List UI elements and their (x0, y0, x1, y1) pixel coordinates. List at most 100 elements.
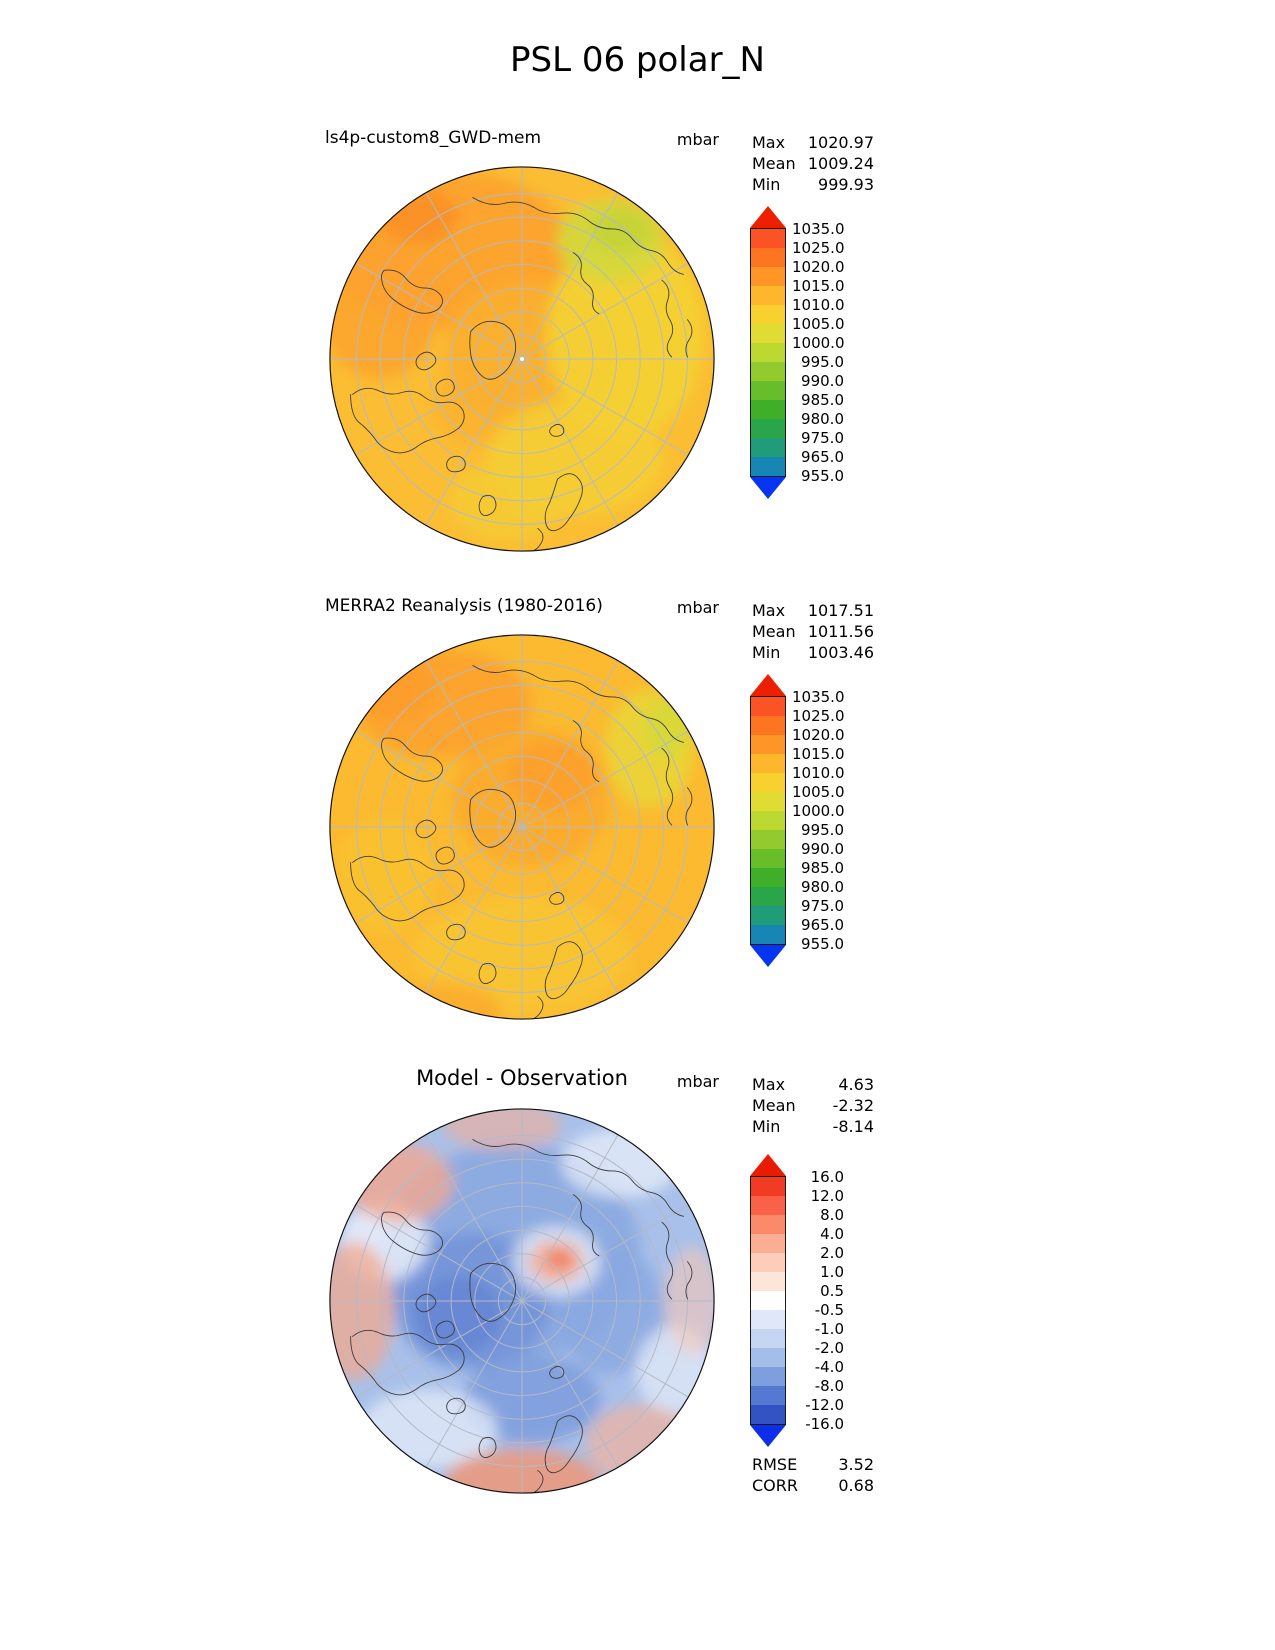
colorbar-tick-label: 985.0 (801, 859, 844, 877)
stat-row: RMSE 3.52 (752, 1454, 874, 1475)
stat-value: 3.52 (838, 1455, 874, 1474)
colorbar-tick-label: 1025.0 (792, 239, 845, 257)
colorbar-tick-label: -4.0 (814, 1358, 844, 1376)
colorbar-tick-label: 1035.0 (792, 688, 845, 706)
colorbar-segment (751, 438, 785, 457)
map-title: Model - Observation (416, 1066, 628, 1090)
colorbar-tick-label: 995.0 (801, 353, 844, 371)
colorbar-tick-label: 16.0 (810, 1168, 844, 1186)
stat-label: CORR (752, 1476, 798, 1495)
colorbar-tick-label: 955.0 (801, 467, 844, 485)
figure-title: PSL 06 polar_N (510, 40, 765, 80)
stat-label: Max (752, 601, 786, 620)
colorbar-tick-label: 985.0 (801, 391, 844, 409)
colorbar-tick-label: 1005.0 (792, 783, 845, 801)
colorbar-segment (751, 305, 785, 324)
stat-value: 1009.24 (807, 154, 874, 173)
colorbar-segment (751, 248, 785, 267)
stat-row: Max 4.63 (752, 1074, 874, 1095)
stats-block: Max 1017.51 Mean 1011.56 Min 1003.46 (752, 600, 874, 663)
colorbar-segment (751, 1234, 785, 1253)
stat-row: Max 1020.97 (752, 132, 874, 153)
colorbar-segment (751, 1367, 785, 1386)
colorbar-tick-label: 1000.0 (792, 802, 845, 820)
colorbar-tick-label: -16.0 (805, 1415, 844, 1433)
colorbar-bar (750, 206, 786, 499)
colorbar-segment (751, 457, 785, 476)
colorbar-segment (751, 754, 785, 773)
stat-row: Mean -2.32 (752, 1095, 874, 1116)
colorbar-tick-label: 1.0 (820, 1263, 844, 1281)
colorbar-segment (751, 1348, 785, 1367)
colorbar-segment (751, 1253, 785, 1272)
colorbar-segment (751, 906, 785, 925)
colorbar-segment (751, 1215, 785, 1234)
colorbar-segment (751, 1386, 785, 1405)
colorbar-tick-label: 1020.0 (792, 258, 845, 276)
units-label: mbar (676, 1072, 719, 1091)
stat-value: 999.93 (818, 175, 874, 194)
stat-row: Min 1003.46 (752, 642, 874, 663)
stat-value: 1017.51 (807, 601, 874, 620)
colorbar-extend-top-icon (750, 1154, 786, 1176)
colorbar-segments (750, 696, 786, 945)
colorbar-tick-label: 1035.0 (792, 220, 845, 238)
polar-map-model (325, 162, 719, 556)
stat-row: CORR 0.68 (752, 1475, 874, 1496)
colorbar-segments (750, 1176, 786, 1425)
colorbar-segment (751, 343, 785, 362)
colorbar-tick-label: 1010.0 (792, 764, 845, 782)
colorbar-segment (751, 1177, 785, 1196)
colorbar-segment (751, 925, 785, 944)
stats-block: Max 4.63 Mean -2.32 Min -8.14 (752, 1074, 874, 1137)
colorbar-extend-bottom-icon (750, 945, 786, 967)
stat-label: Mean (752, 622, 796, 641)
colorbar-tick-label: -0.5 (814, 1301, 844, 1319)
colorbar-segment (751, 697, 785, 716)
colorbar: 1035.0 1025.0 1020.0 1015.0 1010.0 1005.0 1000… (750, 674, 845, 967)
colorbar-segment (751, 400, 785, 419)
colorbar-segment (751, 773, 785, 792)
colorbar-tick-label: 965.0 (801, 448, 844, 466)
colorbar-tick-label: 1015.0 (792, 745, 845, 763)
colorbar: 16.0 12.0 8.0 4.0 2.0 1.0 0.5 -0.5 -1.0 -2.0 -4.0-… (750, 1154, 844, 1447)
colorbar-extend-bottom-icon (750, 477, 786, 499)
stat-value: 1011.56 (807, 622, 874, 641)
colorbar-tick-label: 975.0 (801, 897, 844, 915)
colorbar-bar (750, 1154, 786, 1447)
colorbar-extend-top-icon (750, 674, 786, 696)
colorbar-tick-label: 1025.0 (792, 707, 845, 725)
colorbar-extend-bottom-icon (750, 1425, 786, 1447)
colorbar-segment (751, 868, 785, 887)
stat-row: Mean 1011.56 (752, 621, 874, 642)
colorbar-segment (751, 1310, 785, 1329)
units-label: mbar (676, 598, 719, 617)
colorbar-tick-label: 1015.0 (792, 277, 845, 295)
colorbar-tick-label: 4.0 (820, 1225, 844, 1243)
colorbar-segment (751, 849, 785, 868)
colorbar-tick-label: 980.0 (801, 410, 844, 428)
stats-block: Max 1020.97 Mean 1009.24 Min 999.93 (752, 132, 874, 195)
colorbar-tick-label: 990.0 (801, 840, 844, 858)
colorbar-tick-label: 12.0 (810, 1187, 844, 1205)
colorbar-segment (751, 229, 785, 248)
panel-reanalysis: MERRA2 Reanalysis (1980-2016) mbar Max 10… (0, 586, 1275, 1054)
colorbar-tick-label: 990.0 (801, 372, 844, 390)
colorbar-segment (751, 811, 785, 830)
panel-model: ls4p-custom8_GWD-mem mbar Max 1020.97 Mean… (0, 118, 1275, 586)
colorbar-tick-label: 980.0 (801, 878, 844, 896)
stat-value: 4.63 (838, 1075, 874, 1094)
colorbar-tick-label: 2.0 (820, 1244, 844, 1262)
colorbar-segment (751, 1272, 785, 1291)
stat-row: Min 999.93 (752, 174, 874, 195)
colorbar-tick-label: -8.0 (814, 1377, 844, 1395)
colorbar-segment (751, 1329, 785, 1348)
panel-difference: Model - Observation mbar Max 4.63 Mean -2.3… (0, 1054, 1275, 1614)
map-header: MERRA2 Reanalysis (1980-2016) mbar (325, 596, 719, 622)
colorbar-tick-label: 0.5 (820, 1282, 844, 1300)
colorbar-segment (751, 1196, 785, 1215)
polar-map-svg (329, 166, 715, 552)
colorbar-segment (751, 1291, 785, 1310)
units-label: mbar (676, 130, 719, 149)
